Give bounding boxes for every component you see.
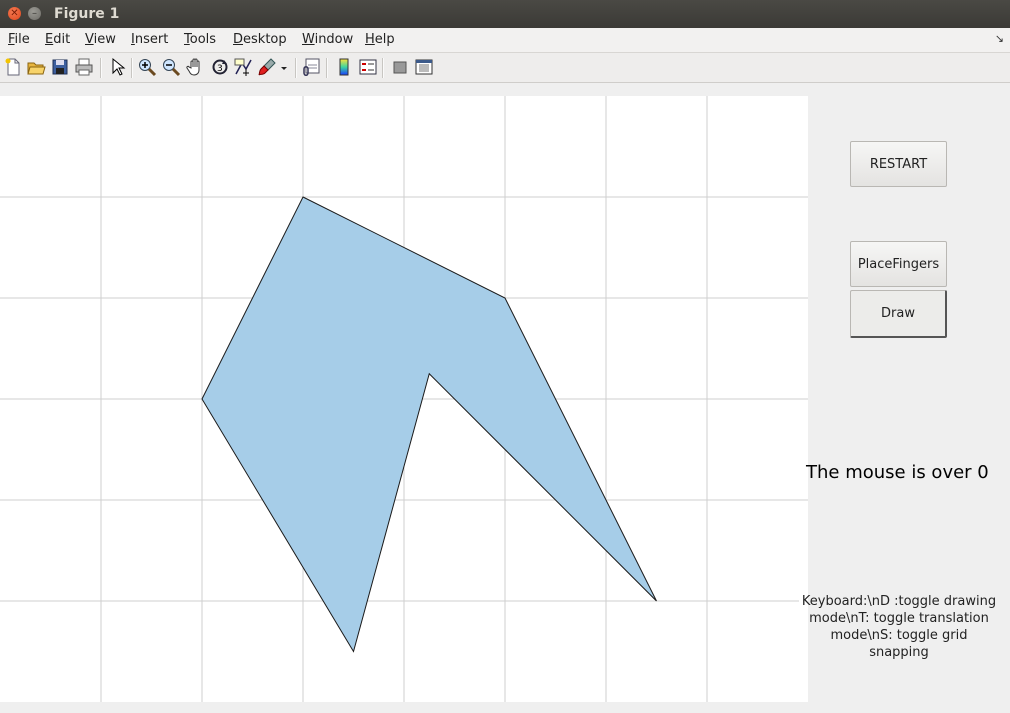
rotate-3d-icon[interactable]: 3 xyxy=(210,57,230,77)
menu-window[interactable]: Window xyxy=(302,32,354,47)
link-plot-icon[interactable] xyxy=(302,57,322,77)
legend-icon[interactable] xyxy=(358,57,378,77)
help-line: mode\nT: toggle translation xyxy=(809,611,989,626)
menu-file[interactable]: File xyxy=(8,32,30,47)
brush-dropdown-chevron-down-icon[interactable] xyxy=(279,57,289,77)
restart-button[interactable]: RESTART xyxy=(850,141,947,187)
menu-help[interactable]: Help xyxy=(365,32,395,47)
menu-insert[interactable]: Insert xyxy=(131,32,169,47)
plot-axes[interactable] xyxy=(0,96,808,702)
menu-desktop[interactable]: Desktop xyxy=(233,32,287,47)
menu-tools[interactable]: Tools xyxy=(184,32,217,47)
colorbar-icon[interactable] xyxy=(334,57,354,77)
new-figure-icon[interactable] xyxy=(3,57,23,77)
hide-plot-tools-icon[interactable] xyxy=(390,57,410,77)
open-file-icon[interactable] xyxy=(26,57,46,77)
zoom-in-icon[interactable] xyxy=(137,57,157,77)
menu-view[interactable]: View xyxy=(85,32,116,47)
menu-bar: File Edit View Insert Tools Desktop Wind… xyxy=(0,28,1010,53)
toolbar-separator xyxy=(295,58,297,78)
minimize-window-button[interactable]: – xyxy=(28,7,41,20)
save-icon[interactable] xyxy=(50,57,70,77)
menu-overflow-arrow-icon[interactable]: ↘ xyxy=(994,32,1004,45)
keyboard-help-text: Keyboard:\nD :toggle drawing mode\nT: to… xyxy=(800,593,998,661)
toolbar-separator xyxy=(131,58,133,78)
figure-canvas-edge xyxy=(799,562,808,702)
toolbar: 3 xyxy=(0,53,1010,83)
place-fingers-button[interactable]: PlaceFingers xyxy=(850,241,947,287)
drawn-polygon[interactable] xyxy=(201,196,657,653)
window-title: Figure 1 xyxy=(54,6,120,22)
menu-edit[interactable]: Edit xyxy=(45,32,71,47)
pan-hand-icon[interactable] xyxy=(186,57,206,77)
mouse-status-text: The mouse is over 0 xyxy=(806,462,989,483)
toolbar-separator xyxy=(326,58,328,78)
toolbar-separator xyxy=(382,58,384,78)
title-bar: ✕ – Figure 1 xyxy=(0,0,1010,28)
brush-icon[interactable] xyxy=(257,57,277,77)
help-line: Keyboard:\nD :toggle drawing xyxy=(801,594,997,609)
data-cursor-icon[interactable] xyxy=(233,57,253,77)
close-window-button[interactable]: ✕ xyxy=(8,7,21,20)
show-plot-tools-icon[interactable] xyxy=(414,57,434,77)
zoom-out-icon[interactable] xyxy=(161,57,181,77)
draw-button[interactable]: Draw xyxy=(850,290,947,338)
toolbar-separator xyxy=(100,58,102,78)
pointer-icon[interactable] xyxy=(107,57,127,77)
print-icon[interactable] xyxy=(74,57,94,77)
help-line: mode\nS: toggle grid snapping xyxy=(830,628,968,660)
svg-text:3: 3 xyxy=(217,64,223,74)
